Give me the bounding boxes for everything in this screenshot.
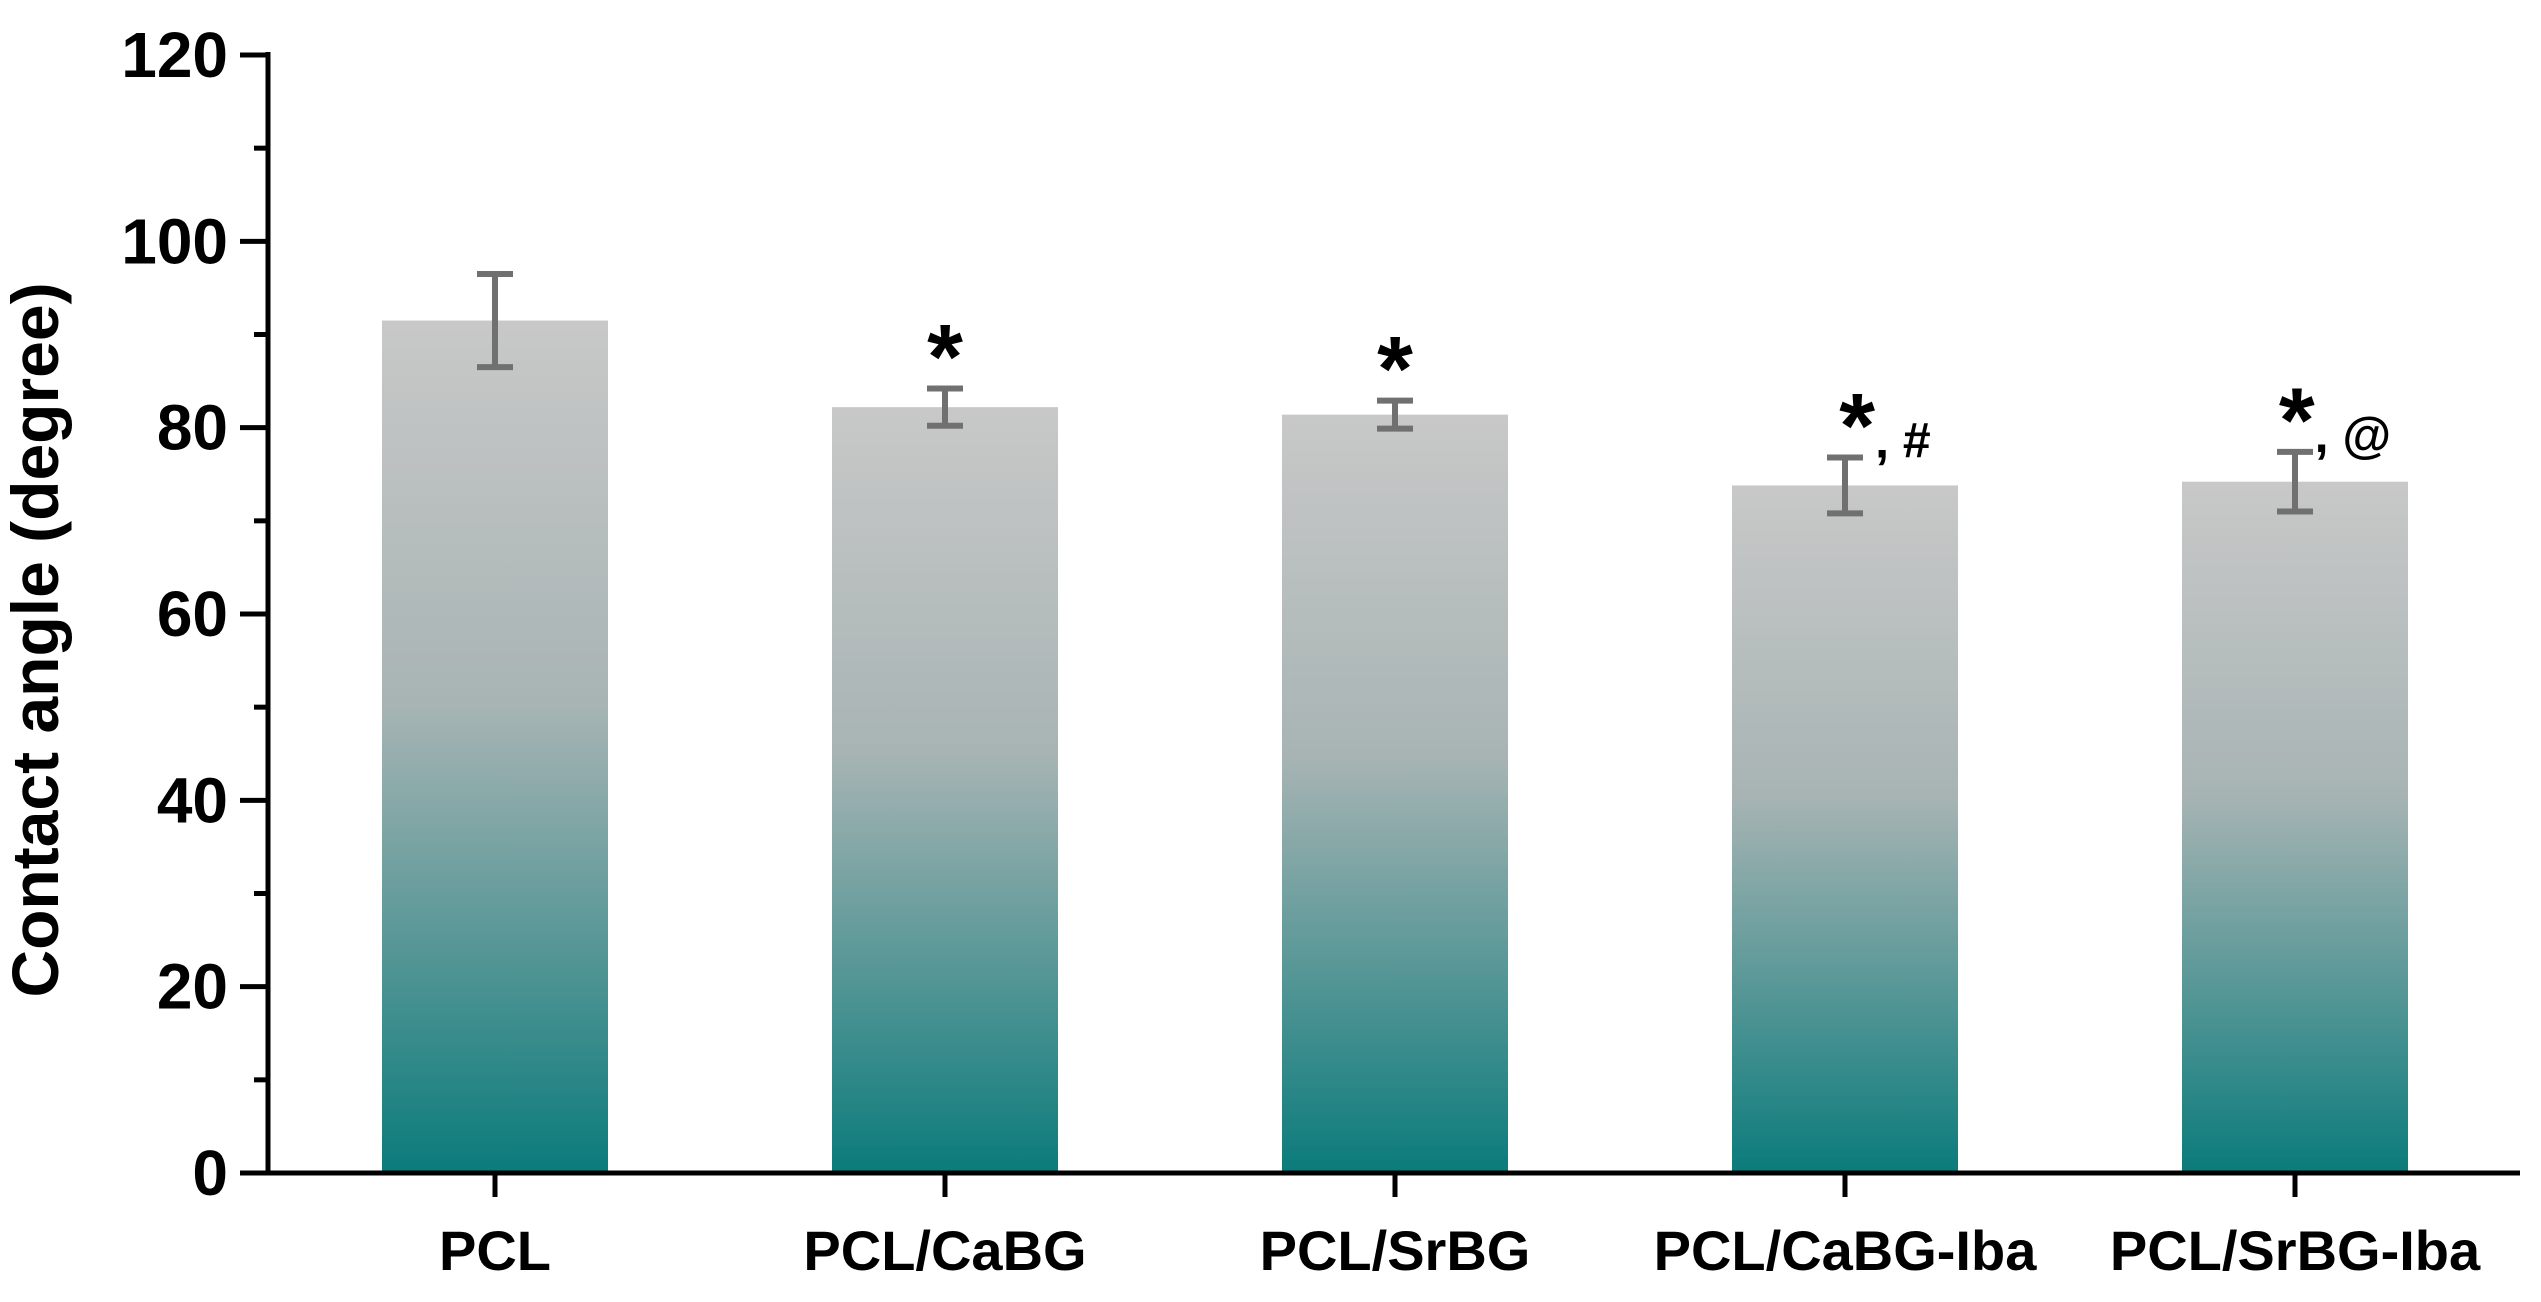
significance-label: * — [927, 307, 963, 409]
x-tick-label: PCL — [439, 1219, 551, 1282]
significance-star: * — [1839, 375, 1875, 477]
y-tick-label: 100 — [121, 205, 228, 277]
significance-star: * — [2279, 370, 2315, 472]
bar-pcl-cabg-iba — [1732, 485, 1958, 1173]
bar-pcl-cabg — [832, 407, 1058, 1173]
bar-pcl — [382, 320, 608, 1173]
error-bar — [1377, 397, 1413, 432]
x-tick-label: PCL/SrBG — [1260, 1219, 1531, 1282]
bar-pcl-srbg — [1282, 414, 1508, 1174]
significance-label: *, @ — [2279, 370, 2391, 472]
x-tick-label: PCL/SrBG-Iba — [2110, 1219, 2481, 1282]
x-tick-label: PCL/CaBG — [803, 1219, 1086, 1282]
y-tick-label: 80 — [157, 392, 228, 464]
significance-suffix: , @ — [2315, 407, 2392, 463]
significance-star: * — [927, 307, 963, 409]
labels-layer: 0 20 40 60 80 100 120 PCL PCL/CaBG PCL/SrBG PCL/Ca… — [121, 19, 2481, 1282]
significance-star: * — [1377, 319, 1413, 421]
y-tick-label: 0 — [192, 1137, 228, 1209]
axes-layer — [240, 52, 2520, 1197]
significance-suffix: , # — [1875, 412, 1931, 468]
x-tick-label: PCL/CaBG-Iba — [1654, 1219, 2038, 1282]
error-bar — [927, 385, 963, 429]
error-bar — [1827, 454, 1863, 517]
bars-layer — [382, 320, 2408, 1174]
bar-pcl-srbg-iba — [2182, 481, 2408, 1173]
error-bars-layer — [477, 270, 2313, 517]
significance-label: *, # — [1839, 375, 1930, 477]
error-bar — [2277, 448, 2313, 515]
significance-label: * — [1377, 319, 1413, 421]
y-tick-label: 60 — [157, 578, 228, 650]
y-tick-label: 40 — [157, 764, 228, 836]
y-axis-title: Contact angle (degree) — [0, 282, 72, 997]
y-tick-label: 120 — [121, 19, 228, 91]
y-tick-label: 20 — [157, 951, 228, 1023]
error-bar — [477, 270, 513, 371]
